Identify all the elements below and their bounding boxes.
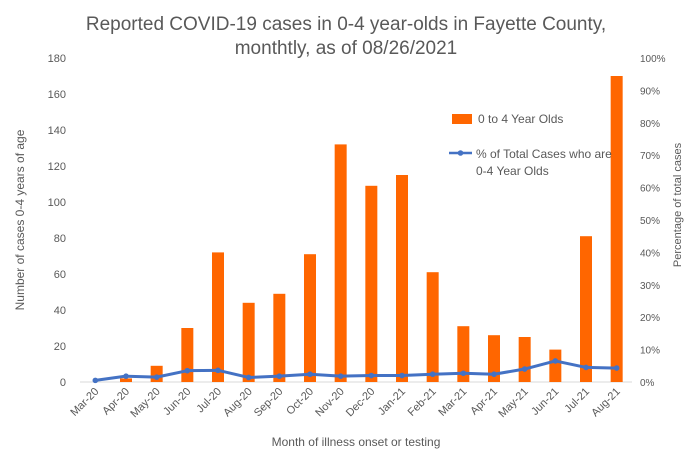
bar-Apr-20 [120, 378, 132, 382]
pct-point-Jan-21 [399, 372, 405, 379]
bar-May-21 [518, 337, 531, 382]
x-tick-label: Nov-20 [313, 386, 347, 420]
pct-point-Jul-21 [583, 364, 589, 371]
bar-Dec-20 [365, 185, 378, 382]
x-tick-label: Apr-21 [468, 386, 500, 418]
y-axis-left-ticks: 0 20 40 60 80 100 120 140 160 180 [48, 53, 66, 389]
x-tick-label: May-20 [128, 386, 162, 420]
y-right-tick-label: 60% [640, 184, 660, 195]
y-left-tick-label: 0 [60, 377, 66, 389]
y-axis-left-label: Number of cases 0-4 years of age [13, 129, 27, 310]
bar-Jul-20 [212, 252, 224, 382]
bar-Jan-21 [396, 175, 408, 382]
x-tick-label: Aug-21 [589, 386, 623, 420]
bar-Sep-20 [273, 293, 286, 382]
x-axis-label: Month of illness onset or testing [272, 435, 441, 449]
legend-line-label-2: 0-4 Year Olds [476, 164, 549, 178]
pct-point-Feb-21 [429, 371, 436, 378]
x-tick-label: Aug-20 [221, 386, 255, 420]
bar-Oct-20 [304, 254, 316, 382]
y-axis-right-ticks: 0% 10% 20% 30% 40% 50% 60% 70% 80% 90% 100% [640, 54, 666, 389]
x-tick-label: Oct-20 [284, 386, 316, 418]
bar-Mar-21 [457, 326, 470, 382]
y-axis-right-label: Percentage of total cases [672, 142, 684, 267]
pct-point-Apr-21 [491, 371, 497, 378]
x-tick-label: Jul-20 [194, 386, 224, 416]
bar-Aug-20 [242, 302, 255, 382]
pct-point-May-21 [521, 366, 528, 372]
legend: 0 to 4 Year Olds % of Total Cases who ar… [449, 112, 612, 178]
pct-point-Oct-20 [307, 371, 313, 378]
y-right-tick-label: 70% [640, 151, 660, 162]
pct-point-Jun-21 [552, 358, 559, 364]
line-series [92, 358, 620, 384]
x-tick-label: May-21 [496, 386, 530, 420]
y-left-tick-label: 20 [54, 341, 66, 353]
legend-bar-label: 0 to 4 Year Olds [478, 112, 563, 126]
pct-point-Jun-20 [184, 367, 191, 374]
x-tick-label: Apr-20 [100, 386, 132, 418]
chart-title-line-2: monthtly, as of 08/26/2021 [235, 38, 458, 59]
x-tick-label: Feb-21 [406, 386, 439, 419]
pct-point-Mar-21 [460, 370, 467, 377]
bar-Jun-21 [549, 349, 562, 382]
pct-line-path [95, 359, 617, 382]
bar-Apr-21 [488, 335, 500, 382]
y-right-tick-label: 20% [640, 313, 660, 324]
y-right-tick-label: 100% [640, 54, 666, 65]
legend-line-marker [457, 150, 464, 156]
pct-point-Aug-20 [245, 374, 252, 381]
bar-Aug-21 [610, 76, 623, 382]
pct-point-Apr-20 [123, 373, 129, 379]
y-left-tick-label: 40 [54, 305, 66, 317]
y-right-tick-label: 90% [640, 86, 660, 97]
bar-Jul-21 [580, 236, 592, 382]
bar-Nov-20 [334, 144, 347, 382]
y-right-tick-label: 50% [640, 216, 660, 227]
pct-point-May-20 [153, 374, 160, 380]
bar-Jun-20 [181, 328, 194, 382]
pct-point-Dec-20 [368, 372, 375, 379]
pct-point-Jul-20 [215, 367, 221, 374]
x-tick-label: Jan-21 [376, 386, 408, 418]
pct-point-Nov-20 [337, 373, 344, 379]
y-left-tick-label: 100 [48, 197, 66, 209]
x-tick-label: Dec-20 [344, 386, 378, 420]
legend-line-label-1: % of Total Cases who are [476, 147, 612, 161]
x-tick-label: Mar-21 [436, 386, 469, 419]
x-tick-label: Sep-20 [252, 386, 286, 420]
x-tick-label: Jun-21 [529, 386, 561, 418]
legend-bar-swatch [452, 114, 472, 124]
chart-title-line-1: Reported COVID-19 cases in 0-4 year-olds… [86, 14, 606, 35]
bar-Feb-21 [426, 272, 439, 382]
y-right-tick-label: 0% [640, 378, 655, 389]
pct-point-Aug-21 [613, 365, 620, 371]
x-tick-label: Jun-20 [161, 386, 193, 418]
bar-series [120, 76, 623, 382]
y-right-tick-label: 40% [640, 248, 660, 259]
y-left-tick-label: 140 [48, 125, 66, 137]
y-left-tick-label: 60 [54, 269, 66, 281]
y-left-tick-label: 180 [48, 53, 66, 65]
pct-point-Sep-20 [276, 373, 283, 379]
y-left-tick-label: 80 [54, 233, 66, 245]
y-left-tick-label: 160 [48, 89, 66, 101]
y-right-tick-label: 80% [640, 119, 660, 130]
x-tick-label: Jul-21 [562, 386, 592, 416]
pct-point-Mar-20 [92, 377, 99, 384]
y-left-tick-label: 120 [48, 161, 66, 173]
y-right-tick-label: 30% [640, 281, 660, 292]
x-tick-label: Mar-20 [68, 386, 101, 419]
y-right-tick-label: 10% [640, 346, 660, 357]
